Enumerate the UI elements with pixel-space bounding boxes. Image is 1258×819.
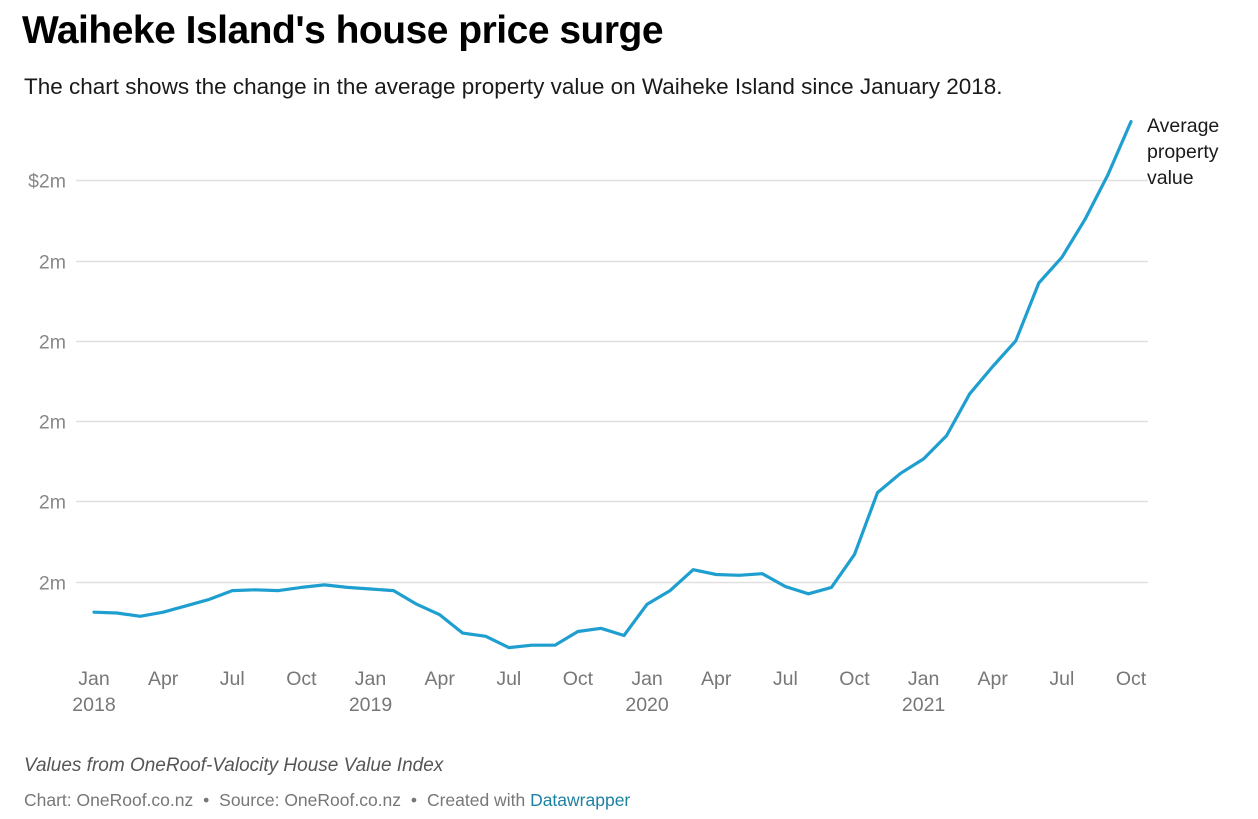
x-axis-labels: Jan 2018 Apr Jul Oct Jan 2019 Apr Jul Oct Jan 2020 A… <box>72 668 1146 716</box>
series-label: property <box>1147 141 1219 163</box>
x-tick-year-label: 2019 <box>349 694 392 716</box>
x-tick-label: Jan <box>908 668 939 690</box>
gridlines <box>76 179 1148 584</box>
y-axis-labels: 2m 2m 2m 2m 2m $2m <box>28 171 66 595</box>
chart-credit: Chart: OneRoof.co.nz <box>24 790 194 810</box>
x-tick-label: Jul <box>496 668 521 690</box>
chart-subtitle: The chart shows the change in the averag… <box>24 74 1003 99</box>
x-tick-label: Jul <box>773 668 798 690</box>
y-tick-label: $2m <box>28 171 66 193</box>
series-lines <box>92 119 1133 650</box>
series-labels: Average property value <box>1147 115 1219 189</box>
source-credit: Source: OneRoof.co.nz <box>219 790 402 810</box>
x-tick-year-label: 2018 <box>72 694 115 716</box>
chart-title: Waiheke Island's house price surge <box>22 9 664 52</box>
footer-separator: • <box>203 790 210 810</box>
x-tick-label: Apr <box>978 668 1009 690</box>
series-label: value <box>1147 167 1194 189</box>
chart-footer: Chart: OneRoof.co.nz • Source: OneRoof.c… <box>24 790 630 811</box>
line-chart: 2m 2m 2m 2m 2m $2m Jan 2018 Apr Jul Oct Jan 2019 Apr… <box>28 115 1219 716</box>
y-tick-label: 2m <box>39 573 66 595</box>
x-tick-label: Oct <box>1116 668 1147 690</box>
x-tick-label: Jul <box>220 668 245 690</box>
x-tick-label: Apr <box>701 668 732 690</box>
x-tick-label: Jan <box>355 668 386 690</box>
x-tick-label: Jan <box>78 668 109 690</box>
x-tick-label: Jul <box>1049 668 1074 690</box>
x-tick-label: Oct <box>839 668 870 690</box>
x-tick-year-label: 2021 <box>902 694 945 716</box>
y-tick-label: 2m <box>39 252 66 274</box>
x-tick-year-label: 2020 <box>625 694 669 716</box>
y-tick-label: 2m <box>39 412 66 434</box>
series-label: Average <box>1147 115 1219 137</box>
x-tick-label: Jan <box>631 668 662 690</box>
created-with-text: Created with <box>426 790 526 810</box>
x-tick-label: Oct <box>286 668 317 690</box>
datawrapper-link[interactable]: Datawrapper <box>530 790 631 810</box>
x-tick-label: Oct <box>563 668 594 690</box>
footer-separator: • <box>410 790 418 810</box>
y-tick-label: 2m <box>39 332 66 354</box>
chart-notes: Values from OneRoof-Valocity House Value… <box>24 755 444 776</box>
x-tick-label: Apr <box>424 668 455 690</box>
x-tick-label: Apr <box>148 668 179 690</box>
y-tick-label: 2m <box>39 492 66 514</box>
series-line <box>92 119 1133 650</box>
